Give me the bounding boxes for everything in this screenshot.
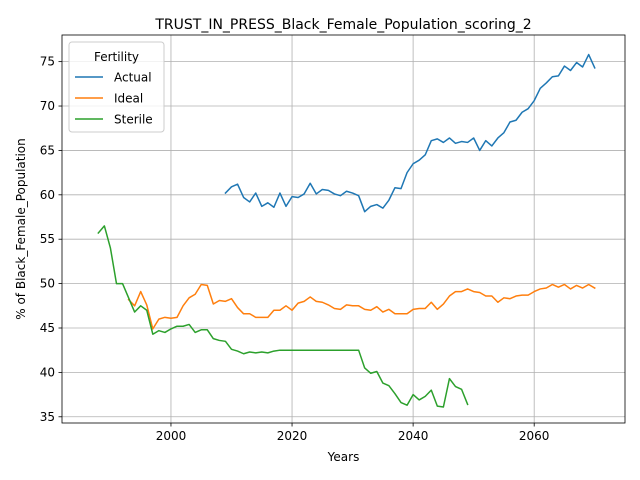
legend: Fertility Actual Ideal Sterile [68, 41, 165, 133]
y-tick-label: 75 [40, 55, 55, 69]
x-tick-label: 2000 [156, 429, 187, 443]
y-tick-label: 40 [40, 365, 55, 379]
y-tick-label: 70 [40, 99, 55, 113]
plot-frame [61, 34, 626, 424]
y-axis-label: % of Black_Female_Population [14, 138, 28, 320]
y-tick-label: 45 [40, 321, 55, 335]
x-axis-label: Years [327, 450, 360, 464]
legend-items: Actual Ideal Sterile [75, 71, 153, 127]
legend-label-sterile: Sterile [114, 113, 153, 127]
legend-title: Fertility [94, 50, 139, 64]
y-tick-label: 60 [40, 188, 55, 202]
x-axis-ticks: 2000 2020 2040 2060 [156, 423, 550, 443]
legend-box [68, 41, 165, 133]
series-line-actual [224, 53, 596, 213]
series-line-sterile [97, 225, 469, 408]
chart-title: TRUST_IN_PRESS_Black_Female_Population_s… [154, 17, 531, 33]
y-tick-label: 50 [40, 277, 55, 291]
y-axis-ticks: 35 40 45 50 55 60 65 70 75 [40, 55, 62, 424]
series-layer [97, 53, 596, 408]
y-tick-label: 35 [40, 410, 55, 424]
series-line-ideal [127, 283, 596, 330]
y-tick-label: 55 [40, 232, 55, 246]
x-tick-label: 2040 [398, 429, 429, 443]
grid-lines [62, 35, 625, 423]
y-tick-label: 65 [40, 143, 55, 157]
x-tick-label: 2060 [519, 429, 550, 443]
legend-label-ideal: Ideal [114, 92, 143, 106]
x-tick-label: 2020 [277, 429, 308, 443]
legend-label-actual: Actual [114, 71, 152, 85]
